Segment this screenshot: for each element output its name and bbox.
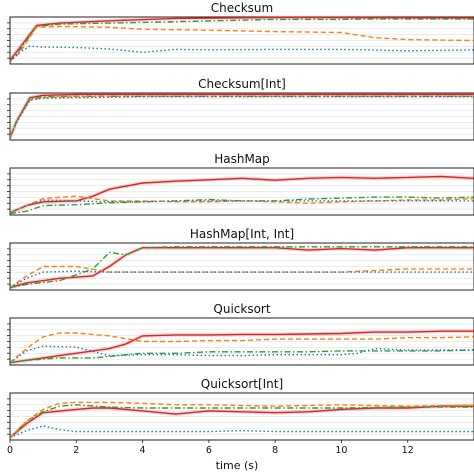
panel-title: Checksum	[211, 1, 273, 15]
x-tick-label: 0	[7, 445, 13, 456]
series-line-red	[9, 330, 474, 364]
series-line-blue	[9, 345, 474, 364]
x-tick-label: 12	[402, 445, 414, 456]
panels: Checksum Checksum[Int] HashMap HashMap[Int,…	[7, 1, 474, 441]
series-line-green	[9, 349, 474, 364]
series-line-red	[9, 246, 474, 289]
series-line-blue	[9, 270, 474, 289]
x-tick-label: 10	[335, 445, 347, 456]
series-line-orange	[9, 95, 474, 138]
panel-title: Quicksort[Int]	[201, 377, 283, 391]
series-line-green	[9, 246, 474, 289]
panel: Quicksort	[7, 302, 474, 366]
panel-title: HashMap	[214, 152, 270, 166]
panel: HashMap	[7, 152, 474, 216]
series-line-blue	[9, 96, 474, 138]
x-tick-label: 8	[272, 445, 278, 456]
series-line-blue	[9, 45, 474, 63]
series-line-orange	[9, 332, 474, 364]
series-line-orange	[9, 25, 474, 63]
series-band	[8, 92, 474, 139]
x-axis: 0 2 4 6 8 10 12	[7, 440, 414, 456]
series-line-red	[9, 175, 474, 214]
panel: Quicksort[Int]	[7, 377, 474, 441]
series-line-green	[9, 196, 474, 215]
panel-title: Checksum[Int]	[198, 77, 286, 91]
panel-title: HashMap[Int, Int]	[190, 227, 294, 241]
x-tick-label: 4	[140, 445, 146, 456]
panel: Checksum[Int]	[7, 77, 474, 141]
series-band	[9, 174, 474, 215]
panel: Checksum	[7, 1, 474, 65]
series-line-green	[9, 95, 474, 138]
series-line-blue	[9, 425, 474, 439]
x-tick-label: 2	[73, 445, 79, 456]
series-line-red	[9, 16, 474, 61]
series-line-red	[9, 93, 474, 138]
series-line-red	[9, 405, 474, 439]
x-tick-label: 6	[206, 445, 212, 456]
series-line-orange	[9, 195, 474, 214]
series-line-green	[9, 18, 474, 62]
panel-title: Quicksort	[213, 302, 270, 316]
panel: HashMap[Int, Int]	[7, 227, 474, 291]
series-line-orange	[9, 401, 474, 439]
x-axis-label: time (s)	[216, 459, 259, 472]
series-line-green	[9, 404, 474, 439]
